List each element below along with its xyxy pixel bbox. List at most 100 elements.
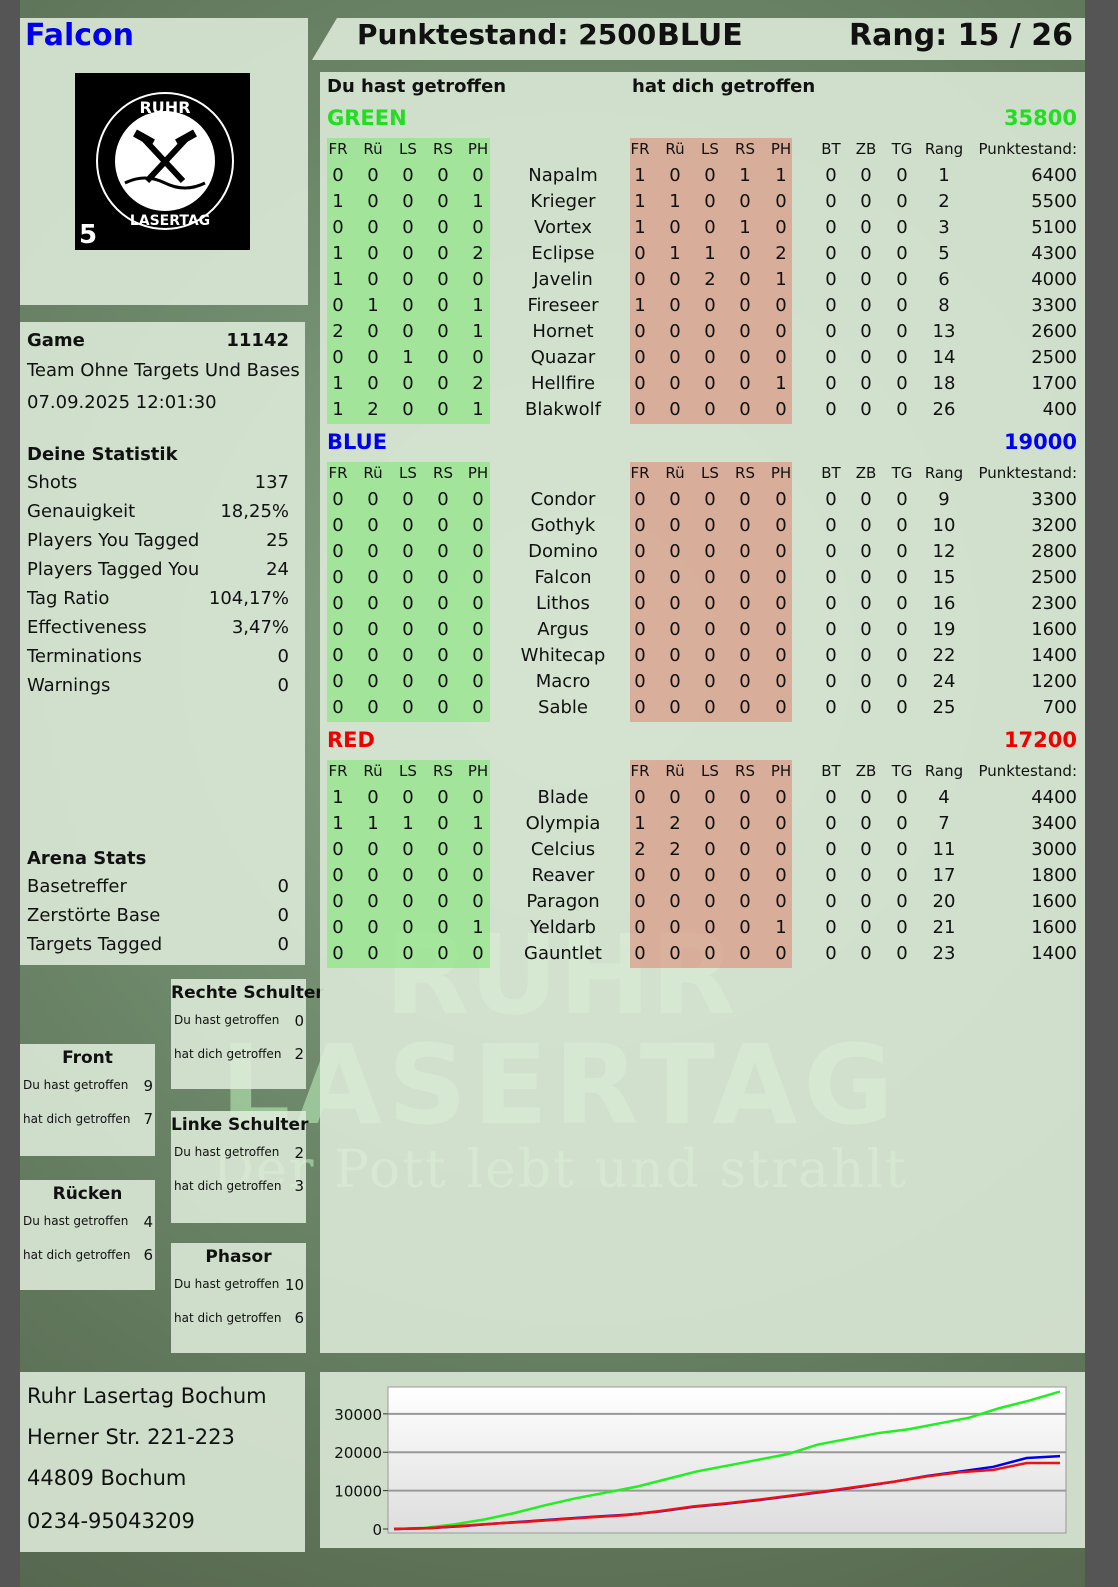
- player-name: Javelin: [533, 269, 593, 290]
- you-hit-value: 0: [437, 943, 449, 964]
- hit-you-value: 0: [704, 165, 716, 186]
- you-hit-value: 0: [402, 891, 414, 912]
- player-name: Whitecap: [520, 645, 606, 666]
- hit-you-value: 0: [739, 697, 751, 718]
- column-header: ZB: [855, 464, 877, 482]
- player-rank: 18: [932, 373, 956, 394]
- stat-value: 3,47%: [231, 617, 289, 638]
- player-rank: 22: [932, 645, 956, 666]
- hit-you-value: 0: [634, 697, 646, 718]
- you-hit-value: 1: [402, 347, 414, 368]
- zone-got-value: 6: [143, 1246, 153, 1264]
- player-name: Falcon: [25, 18, 135, 53]
- player-name: Krieger: [530, 191, 596, 212]
- stat-label: Players Tagged You: [27, 559, 200, 580]
- hit-you-value: 0: [704, 619, 716, 640]
- you-hit-value: 1: [472, 321, 484, 342]
- hit-you-value: 0: [704, 191, 716, 212]
- table-row: 0 0 0 0 0 Sable 0 0 0 0 0 0 0 0 25 700: [320, 697, 1085, 723]
- you-hit-value: 1: [367, 813, 379, 834]
- hit-you-value: 0: [634, 865, 646, 886]
- hit-you-value: 0: [775, 943, 787, 964]
- extra-value: 0: [896, 891, 908, 912]
- hit-you-value: 0: [775, 891, 787, 912]
- column-header: ZB: [855, 762, 877, 780]
- hit-you-value: 0: [739, 645, 751, 666]
- you-hit-value: 0: [402, 243, 414, 264]
- hit-zone-front: Front Du hast getroffen 9 hat dich getroffe…: [20, 1044, 155, 1156]
- hit-you-value: 0: [775, 515, 787, 536]
- venue-phone: 0234-95043209: [27, 1509, 195, 1533]
- hit-you-value: 1: [634, 165, 646, 186]
- hit-you-value: 1: [775, 165, 787, 186]
- extra-value: 0: [825, 593, 837, 614]
- you-hit-value: 0: [437, 917, 449, 938]
- logo-icon: RUHR LASERTAG 5: [79, 92, 234, 250]
- table-row: 1 0 0 0 0 Javelin 0 0 2 0 1 0 0 0 6 4000: [320, 269, 1085, 295]
- player-name: Eclipse: [531, 243, 595, 264]
- extra-value: 0: [860, 697, 872, 718]
- hit-you-value: 0: [775, 489, 787, 510]
- you-hit-value: 0: [472, 217, 484, 238]
- stat-value: 25: [266, 530, 289, 551]
- player-points: 1700: [1031, 373, 1077, 394]
- player-rank: 20: [932, 891, 956, 912]
- you-hit-value: 0: [367, 165, 379, 186]
- extra-value: 0: [896, 839, 908, 860]
- hit-you-value: 0: [739, 191, 751, 212]
- arena-stat-value: 0: [277, 934, 289, 955]
- stat-value: 0: [277, 646, 289, 667]
- extra-value: 0: [860, 191, 872, 212]
- hit-you-value: 1: [669, 243, 681, 264]
- you-hit-value: 0: [437, 269, 449, 290]
- hit-you-value: 0: [739, 321, 751, 342]
- extra-value: 0: [860, 593, 872, 614]
- player-rank: 13: [932, 321, 956, 342]
- player-points: 5500: [1031, 191, 1077, 212]
- you-hit-value: 0: [437, 191, 449, 212]
- hit-you-value: 0: [669, 347, 681, 368]
- you-hit-value: 0: [402, 191, 414, 212]
- game-id: 11142: [226, 330, 289, 351]
- column-header: Punktestand:: [978, 140, 1077, 158]
- hit-you-value: 0: [775, 295, 787, 316]
- you-hit-value: 0: [437, 541, 449, 562]
- zone-hit-label: Du hast getroffen: [23, 1214, 129, 1228]
- hit-you-value: 0: [775, 697, 787, 718]
- table-row: 0 0 0 0 0 Gothyk 0 0 0 0 0 0 0 0 10 3200: [320, 515, 1085, 541]
- player-points: 4300: [1031, 243, 1077, 264]
- hit-you-value: 1: [775, 917, 787, 938]
- extra-value: 0: [825, 321, 837, 342]
- player-rank: 26: [932, 399, 956, 420]
- extra-value: 0: [896, 593, 908, 614]
- score-label: Punktestand: 2500: [357, 18, 657, 51]
- you-hit-value: 0: [402, 567, 414, 588]
- zone-hit-label: Du hast getroffen: [174, 1145, 280, 1159]
- hit-you-value: 0: [704, 943, 716, 964]
- extra-value: 0: [825, 943, 837, 964]
- extra-value: 0: [825, 515, 837, 536]
- hit-you-value: 0: [669, 541, 681, 562]
- player-rank: 19: [932, 619, 956, 640]
- hit-you-value: 0: [739, 373, 751, 394]
- you-hit-value: 1: [367, 295, 379, 316]
- extra-value: 0: [896, 269, 908, 290]
- table-row: 0 0 1 0 0 Quazar 0 0 0 0 0 0 0 0 14 2500: [320, 347, 1085, 373]
- hit-you-value: 0: [775, 541, 787, 562]
- column-header: LS: [701, 464, 719, 482]
- extra-value: 0: [825, 489, 837, 510]
- extra-value: 0: [825, 217, 837, 238]
- you-hit-value: 1: [332, 269, 344, 290]
- you-hit-value: 0: [472, 865, 484, 886]
- hit-you-value: 0: [739, 541, 751, 562]
- hit-you-value: 2: [669, 839, 681, 860]
- extra-value: 0: [896, 541, 908, 562]
- column-header: FR: [328, 464, 348, 482]
- column-header: BT: [821, 762, 841, 780]
- column-header: LS: [399, 140, 417, 158]
- player-points: 3200: [1031, 515, 1077, 536]
- player-name: Condor: [530, 489, 596, 510]
- player-rank: 3: [938, 217, 950, 238]
- you-hit-value: 0: [332, 217, 344, 238]
- hit-you-value: 0: [704, 217, 716, 238]
